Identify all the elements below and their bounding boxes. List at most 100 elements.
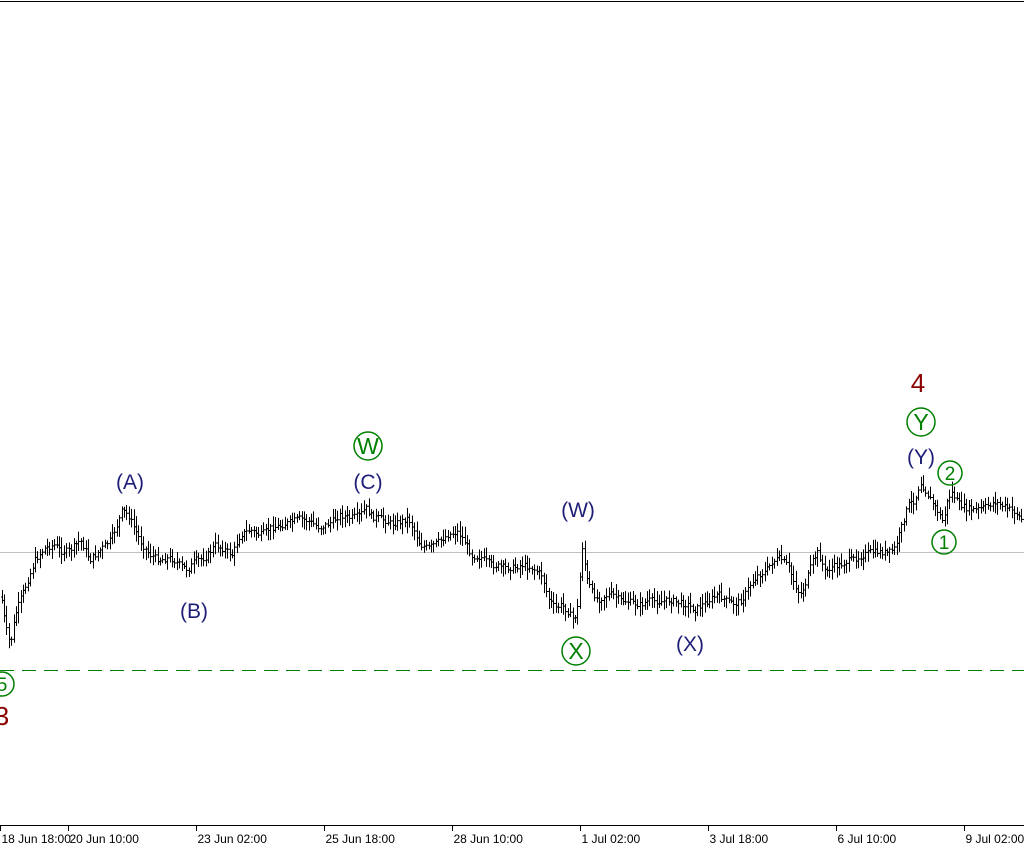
ohlc-bar bbox=[692, 604, 695, 613]
ohlc-bar bbox=[953, 486, 956, 503]
ohlc-bar bbox=[154, 550, 157, 563]
ohlc-bar bbox=[308, 517, 311, 531]
ohlc-bar bbox=[497, 561, 500, 571]
ohlc-bar bbox=[377, 511, 380, 522]
ohlc-bar bbox=[759, 571, 762, 587]
ohlc-bar bbox=[555, 594, 558, 613]
ohlc-bar bbox=[356, 502, 359, 522]
ohlc-bar bbox=[824, 556, 827, 580]
ohlc-bar bbox=[972, 506, 975, 513]
ohlc-bar bbox=[970, 499, 973, 520]
ohlc-bar bbox=[298, 511, 301, 520]
ohlc-bar bbox=[149, 544, 152, 564]
ohlc-bar bbox=[176, 552, 179, 570]
ohlc-bar bbox=[406, 508, 409, 533]
ohlc-bar bbox=[113, 527, 116, 543]
ohlc-bar bbox=[560, 597, 563, 613]
ohlc-bar bbox=[272, 516, 275, 539]
ohlc-bar bbox=[747, 578, 750, 600]
x-tick-label: 23 Jun 02:00 bbox=[198, 832, 268, 846]
x-tick-label: 3 Jul 18:00 bbox=[710, 832, 769, 846]
ohlc-bar bbox=[816, 547, 819, 567]
ohlc-bar bbox=[396, 513, 399, 531]
ohlc-bar bbox=[761, 569, 764, 583]
ohlc-bar bbox=[956, 492, 959, 501]
ohlc-bar bbox=[624, 591, 627, 605]
ohlc-bar bbox=[509, 567, 512, 580]
ohlc-bar bbox=[593, 583, 596, 601]
ohlc-bar bbox=[1016, 507, 1019, 520]
ohlc-bar bbox=[130, 509, 133, 527]
ohlc-bar bbox=[540, 562, 543, 585]
ohlc-bar bbox=[905, 506, 908, 525]
ohlc-bar bbox=[447, 530, 450, 542]
ohlc-bar bbox=[219, 545, 222, 557]
wave-label: (A) bbox=[116, 471, 144, 494]
ohlc-bar bbox=[87, 539, 90, 561]
ohlc-bar bbox=[368, 498, 371, 516]
ohlc-bar bbox=[605, 588, 608, 608]
ohlc-bar bbox=[224, 542, 227, 559]
ohlc-bar bbox=[125, 505, 128, 520]
ohlc-bar bbox=[984, 498, 987, 514]
ohlc-bar bbox=[718, 585, 721, 604]
ohlc-bar bbox=[480, 551, 483, 568]
ohlc-bar bbox=[353, 508, 356, 520]
ohlc-bar bbox=[413, 522, 416, 540]
ohlc-bar bbox=[639, 592, 642, 616]
ohlc-bar bbox=[562, 593, 565, 615]
ohlc-bar bbox=[13, 614, 16, 642]
ohlc-bar bbox=[135, 516, 138, 542]
ohlc-bar bbox=[864, 545, 867, 563]
ohlc-bar bbox=[831, 558, 834, 579]
ohlc-bar bbox=[291, 513, 294, 532]
ohlc-bar bbox=[648, 589, 651, 606]
ohlc-bar bbox=[948, 490, 951, 509]
ohlc-bar bbox=[579, 572, 582, 608]
ohlc-bar bbox=[339, 509, 342, 526]
ohlc-bar bbox=[435, 539, 438, 548]
ohlc-bar bbox=[732, 597, 735, 614]
ohlc-bar bbox=[924, 486, 927, 496]
ohlc-bar bbox=[101, 541, 104, 559]
ohlc-bar bbox=[248, 524, 251, 534]
ohlc-bar bbox=[584, 541, 587, 571]
ohlc-bar bbox=[512, 559, 515, 573]
ohlc-bar bbox=[123, 507, 126, 518]
ohlc-bar bbox=[1020, 509, 1023, 523]
ohlc-bar bbox=[687, 596, 690, 618]
circled-wave-label: 1 bbox=[932, 530, 956, 554]
ohlc-bar bbox=[656, 591, 659, 614]
svg-text:4: 4 bbox=[911, 368, 925, 398]
ohlc-bar bbox=[320, 526, 323, 535]
ohlc-bar bbox=[716, 591, 719, 602]
ohlc-bar bbox=[106, 540, 109, 549]
ohlc-bar bbox=[212, 541, 215, 557]
ohlc-bar bbox=[809, 555, 812, 576]
ohlc-bar bbox=[833, 555, 836, 573]
ohlc-bar bbox=[963, 493, 966, 512]
ohlc-bar bbox=[483, 548, 486, 561]
ohlc-bar bbox=[301, 511, 304, 527]
ohlc-bar bbox=[888, 547, 891, 563]
ohlc-bar bbox=[898, 527, 901, 551]
ohlc-bar bbox=[754, 571, 757, 586]
ohlc-bar bbox=[735, 597, 738, 616]
ohlc-bar bbox=[927, 491, 930, 500]
ohlc-bar bbox=[39, 549, 42, 568]
ohlc-bar bbox=[370, 509, 373, 519]
ohlc-bar bbox=[788, 553, 791, 573]
ohlc-bar bbox=[968, 500, 971, 516]
ohlc-bar bbox=[629, 592, 632, 606]
ohlc-bar bbox=[699, 597, 702, 616]
ohlc-bar bbox=[145, 546, 148, 560]
ohlc-bar bbox=[485, 548, 488, 567]
ohlc-bar bbox=[416, 521, 419, 546]
ohlc-bar bbox=[329, 517, 332, 533]
ohlc-bar bbox=[380, 509, 383, 518]
ohlc-bar bbox=[507, 563, 510, 574]
ohlc-bar bbox=[1004, 497, 1007, 512]
ohlc-bar bbox=[274, 517, 277, 532]
ohlc-bar bbox=[672, 594, 675, 606]
ohlc-bar bbox=[226, 543, 229, 558]
